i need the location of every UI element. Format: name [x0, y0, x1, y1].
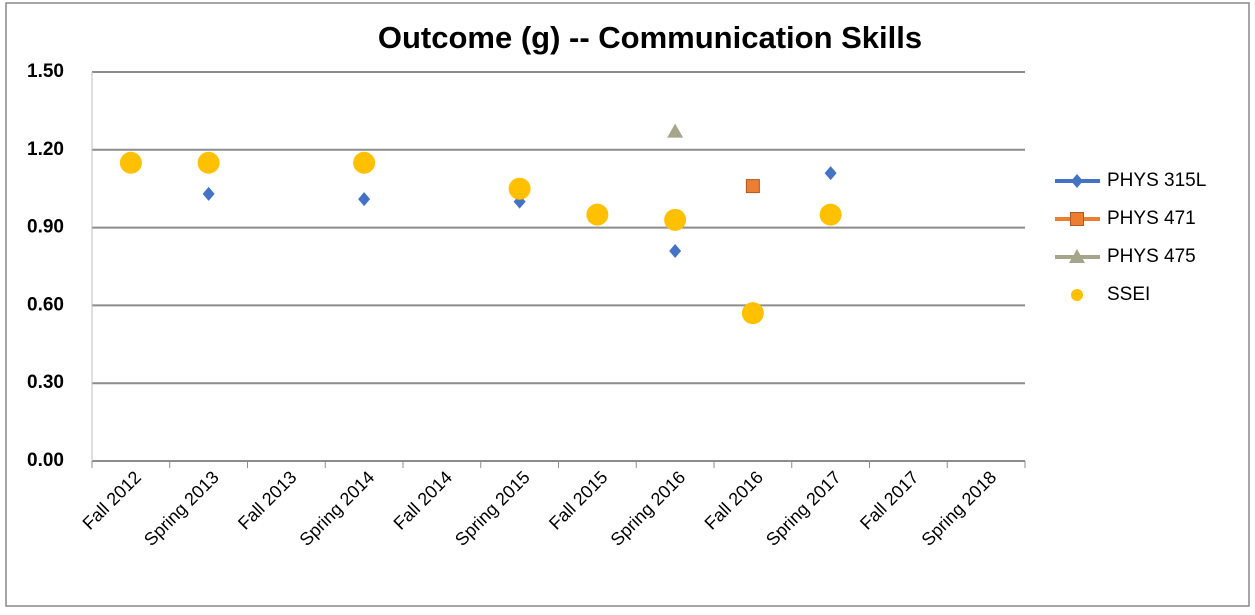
- legend-marker: [1071, 174, 1083, 188]
- data-point: [508, 177, 531, 200]
- data-point: [119, 151, 142, 174]
- data-point: [202, 186, 215, 201]
- y-tick-label: 0.90: [27, 217, 64, 238]
- data-point: [586, 203, 609, 226]
- data-point: [667, 123, 684, 138]
- data-point: [819, 203, 842, 226]
- y-tick-label: 0.30: [27, 372, 64, 393]
- legend-marker: [1070, 212, 1084, 226]
- data-point: [741, 302, 764, 325]
- legend-label: PHYS 315L: [1107, 170, 1206, 191]
- legend-label: SSEI: [1107, 284, 1150, 305]
- data-point: [745, 179, 760, 194]
- data-point: [824, 166, 837, 181]
- legend-marker: [1069, 249, 1085, 263]
- legend-label: PHYS 471: [1107, 208, 1196, 229]
- data-point: [669, 243, 682, 258]
- y-tick-label: 0.00: [27, 450, 64, 471]
- y-tick-label: 0.60: [27, 294, 64, 315]
- data-point: [353, 151, 376, 174]
- data-point: [197, 151, 220, 174]
- chart-title: Outcome (g) -- Communication Skills: [378, 20, 922, 55]
- y-tick-label: 1.20: [27, 139, 64, 160]
- legend-marker: [1071, 289, 1083, 301]
- y-tick-label: 1.50: [27, 61, 64, 82]
- data-point: [664, 208, 687, 231]
- data-point: [358, 192, 371, 207]
- legend-label: PHYS 475: [1107, 246, 1196, 267]
